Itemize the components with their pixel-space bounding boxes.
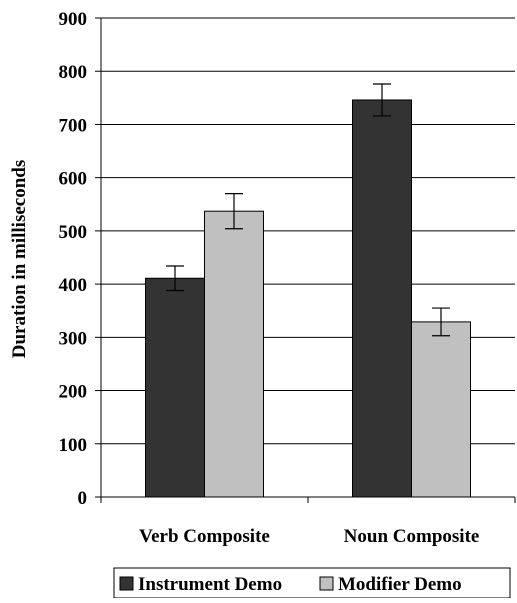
legend-swatch-instrument-demo (119, 576, 134, 591)
error-bars (166, 83, 450, 337)
y-tick-label: 600 (59, 169, 88, 190)
bars (145, 99, 471, 498)
legend-label-instrument-demo: Instrument Demo (138, 574, 282, 595)
y-tick-label: 100 (59, 435, 88, 456)
bar-instrument-demo-noun-composite (352, 99, 412, 498)
legend-label-modifier-demo: Modifier Demo (338, 574, 462, 595)
x-category-labels: Verb Composite Noun Composite (139, 526, 479, 547)
y-tick-label: 800 (59, 62, 88, 83)
y-tick-label: 900 (59, 9, 88, 30)
y-tick-label: 0 (78, 488, 88, 509)
x-category-label: Verb Composite (139, 526, 270, 547)
y-tick-label: 400 (59, 275, 88, 296)
y-tick-label: 300 (59, 328, 88, 349)
y-tick-label: 700 (59, 115, 88, 136)
legend-box (113, 567, 511, 599)
x-category-label: Noun Composite (344, 526, 480, 547)
y-tick-label: 200 (59, 382, 88, 403)
legend: Instrument Demo Modifier Demo (113, 567, 511, 599)
y-tick-label: 500 (59, 222, 88, 243)
y-axis-title: Duration in milliseconds (9, 160, 30, 358)
bar-modifier-demo-noun-composite (411, 321, 471, 498)
bar-instrument-demo-verb-composite (145, 277, 205, 498)
legend-swatch-modifier-demo (319, 576, 334, 591)
y-tick-labels: 0 100 200 300 400 500 600 700 800 900 (59, 9, 88, 509)
bar-modifier-demo-verb-composite (204, 210, 264, 498)
axes (95, 17, 516, 503)
